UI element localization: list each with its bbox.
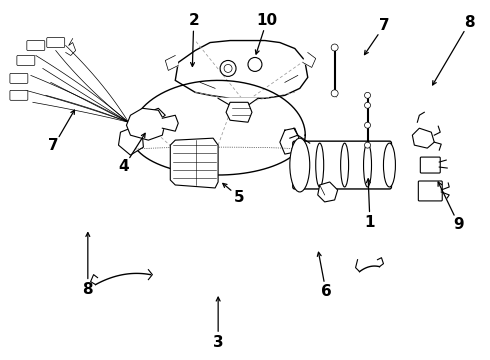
Text: 9: 9	[453, 217, 464, 232]
Circle shape	[220, 60, 236, 76]
FancyBboxPatch shape	[10, 90, 28, 100]
Circle shape	[248, 58, 262, 71]
Polygon shape	[119, 128, 144, 155]
Text: 8: 8	[82, 282, 93, 297]
Circle shape	[365, 122, 370, 128]
Text: 6: 6	[320, 284, 331, 300]
Circle shape	[224, 64, 232, 72]
FancyBboxPatch shape	[420, 157, 440, 173]
Text: 7: 7	[49, 139, 59, 153]
Circle shape	[331, 44, 338, 51]
Circle shape	[365, 102, 370, 108]
Polygon shape	[413, 128, 434, 148]
Text: 4: 4	[119, 159, 129, 174]
Circle shape	[331, 90, 338, 97]
Polygon shape	[175, 41, 308, 98]
Polygon shape	[218, 98, 258, 105]
Polygon shape	[162, 115, 178, 131]
Polygon shape	[280, 128, 300, 154]
Ellipse shape	[341, 143, 348, 187]
FancyBboxPatch shape	[293, 141, 392, 189]
FancyBboxPatch shape	[47, 37, 65, 48]
Circle shape	[365, 142, 370, 148]
Ellipse shape	[316, 143, 324, 187]
Polygon shape	[131, 80, 305, 175]
Text: 2: 2	[188, 13, 199, 28]
Text: 1: 1	[365, 215, 375, 230]
Text: 7: 7	[379, 18, 390, 33]
Text: 5: 5	[234, 190, 245, 205]
Polygon shape	[126, 108, 165, 140]
Polygon shape	[303, 53, 316, 67]
Polygon shape	[171, 138, 218, 188]
Ellipse shape	[384, 143, 395, 187]
Polygon shape	[148, 108, 165, 122]
Text: 10: 10	[256, 13, 277, 28]
Polygon shape	[318, 182, 338, 202]
Polygon shape	[165, 55, 178, 71]
FancyBboxPatch shape	[27, 41, 45, 50]
FancyBboxPatch shape	[10, 73, 28, 84]
Circle shape	[365, 92, 370, 98]
Text: 3: 3	[213, 334, 223, 350]
FancyBboxPatch shape	[418, 181, 442, 201]
Polygon shape	[226, 102, 252, 122]
Ellipse shape	[364, 143, 371, 187]
Text: 8: 8	[464, 15, 475, 30]
FancyBboxPatch shape	[17, 55, 35, 66]
Ellipse shape	[290, 138, 310, 192]
